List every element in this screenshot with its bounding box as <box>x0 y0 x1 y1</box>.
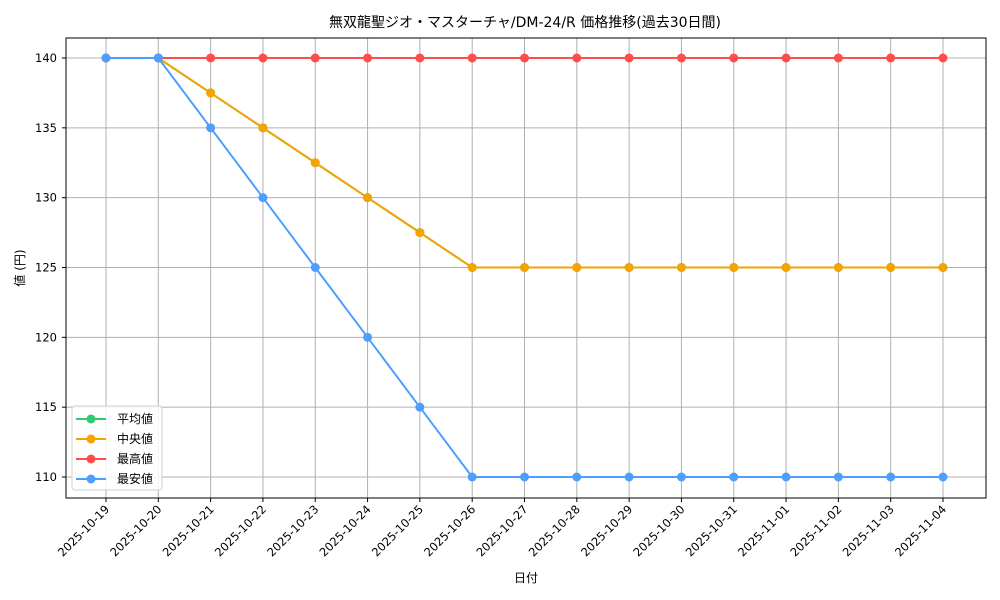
y-tick-label: 130 <box>35 191 57 205</box>
data-point-marker <box>101 53 111 63</box>
data-point-marker <box>520 263 529 272</box>
legend-marker-icon <box>86 474 96 484</box>
data-point-marker <box>572 472 582 482</box>
data-point-marker <box>624 472 634 482</box>
data-point-marker <box>729 472 739 482</box>
x-tick-label: 2025-10-29 <box>578 502 635 559</box>
x-tick-label: 2025-10-27 <box>473 502 530 559</box>
data-point-marker <box>833 472 843 482</box>
data-point-marker <box>572 263 582 272</box>
data-point-marker <box>206 53 216 63</box>
data-point-marker <box>310 263 320 272</box>
data-point-marker <box>206 123 216 133</box>
legend-item: 最高値 <box>76 451 153 466</box>
data-point-marker <box>938 53 948 63</box>
legend-item: 最安値 <box>76 471 153 486</box>
data-point-marker <box>624 53 634 63</box>
y-tick-label: 120 <box>35 330 57 344</box>
data-point-marker <box>572 53 582 63</box>
x-tick-label: 2025-11-04 <box>892 502 949 559</box>
x-tick-label: 2025-10-28 <box>526 502 583 559</box>
data-point-marker <box>676 472 686 482</box>
data-point-marker <box>781 263 791 272</box>
data-point-marker <box>415 53 425 63</box>
y-axis: 110 115 120 125 130 135 140 <box>35 51 66 484</box>
data-point-marker <box>258 123 268 133</box>
legend-box <box>71 405 163 491</box>
data-point-marker <box>467 263 477 272</box>
x-tick-label: 2025-10-21 <box>160 502 217 559</box>
x-tick-label: 2025-10-22 <box>212 502 269 559</box>
legend-marker-icon <box>86 434 96 444</box>
data-point-marker <box>624 263 634 272</box>
legend-marker-icon <box>86 414 96 424</box>
x-tick-label: 2025-11-02 <box>787 502 844 559</box>
x-tick-label: 2025-11-01 <box>735 502 792 559</box>
series-lines <box>101 53 948 482</box>
data-point-marker <box>676 263 686 272</box>
y-tick-label: 115 <box>35 400 57 414</box>
legend-label: 最安値 <box>117 471 153 486</box>
data-point-marker <box>676 53 686 63</box>
legend-label: 最高値 <box>117 451 153 466</box>
series-3 <box>101 53 948 482</box>
data-point-marker <box>729 53 739 63</box>
data-point-marker <box>520 53 529 63</box>
x-tick-label: 2025-10-31 <box>683 502 740 559</box>
x-tick-label: 2025-10-23 <box>264 502 321 559</box>
x-axis: 2025-10-192025-10-202025-10-212025-10-22… <box>55 498 949 559</box>
data-point-marker <box>833 53 843 63</box>
data-point-marker <box>258 53 268 63</box>
data-point-marker <box>310 53 320 63</box>
data-point-marker <box>363 53 373 63</box>
x-tick-label: 2025-10-30 <box>630 502 687 559</box>
data-point-marker <box>258 193 268 203</box>
data-point-marker <box>467 472 477 482</box>
x-tick-label: 2025-10-26 <box>421 502 478 559</box>
data-point-marker <box>363 332 373 342</box>
legend-item: 平均値 <box>76 411 153 426</box>
data-point-marker <box>886 263 896 272</box>
data-point-marker <box>310 158 320 168</box>
data-point-marker <box>206 88 216 98</box>
data-point-marker <box>781 472 791 482</box>
x-tick-label: 2025-10-19 <box>55 502 112 559</box>
x-tick-label: 2025-10-24 <box>317 502 374 559</box>
legend-label: 中央値 <box>117 431 153 446</box>
data-point-marker <box>153 53 163 63</box>
x-tick-label: 2025-10-25 <box>369 502 426 559</box>
data-point-marker <box>415 402 425 412</box>
y-tick-label: 135 <box>35 121 57 135</box>
y-tick-label: 125 <box>35 261 57 275</box>
data-point-marker <box>938 263 948 272</box>
y-tick-label: 140 <box>35 51 57 65</box>
y-tick-label: 110 <box>35 470 57 484</box>
legend-label: 平均値 <box>117 411 153 426</box>
x-tick-label: 2025-11-03 <box>840 502 897 559</box>
legend-item: 中央値 <box>76 431 153 446</box>
x-axis-label: 日付 <box>514 571 538 585</box>
data-point-marker <box>729 263 739 272</box>
data-point-marker <box>833 263 843 272</box>
data-point-marker <box>363 193 373 203</box>
data-point-marker <box>938 472 948 482</box>
data-point-marker <box>520 472 529 482</box>
data-point-marker <box>415 228 425 238</box>
chart-title: 無双龍聖ジオ・マスターチャ/DM-24/R 価格推移(過去30日間) <box>329 15 721 31</box>
legend-marker-icon <box>86 454 96 464</box>
data-point-marker <box>886 53 896 63</box>
data-point-marker <box>886 472 896 482</box>
series-2 <box>101 53 948 63</box>
x-tick-label: 2025-10-20 <box>107 502 164 559</box>
data-point-marker <box>467 53 477 63</box>
data-point-marker <box>781 53 791 63</box>
y-axis-label: 値 (円) <box>12 249 27 286</box>
